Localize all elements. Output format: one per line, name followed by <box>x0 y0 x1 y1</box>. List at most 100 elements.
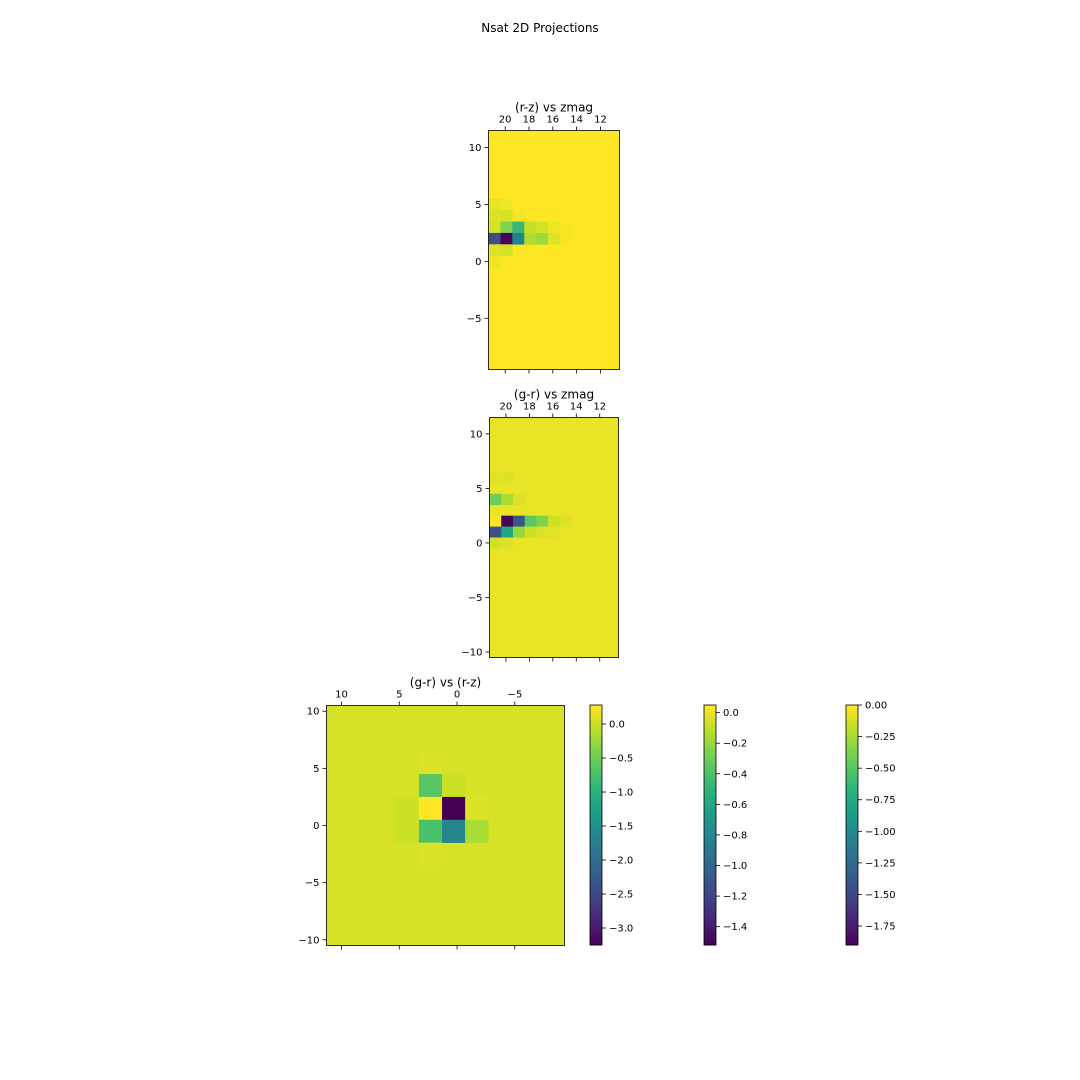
rz-zmag-colorbar-segment <box>590 905 602 910</box>
gr-rz-y-tick-label: −10 <box>298 935 319 946</box>
gr-zmag-colorbar-segment <box>704 849 716 854</box>
gr-rz-y-tick-label: 0 <box>313 821 319 832</box>
gr-rz-colorbar-segment <box>846 889 858 894</box>
gr-rz-colorbar-segment <box>846 817 858 822</box>
rz-zmag-colorbar-frame <box>589 704 603 946</box>
rz-zmag-colorbar-segment <box>590 881 602 886</box>
rz-zmag-colorbar-segment <box>590 845 602 850</box>
gr-zmag-heatmap-cell <box>489 493 502 506</box>
rz-zmag-colorbar-segment <box>590 813 602 818</box>
rz-zmag-x-tick-label: 14 <box>570 115 583 126</box>
gr-zmag-heatmap-cell <box>501 493 514 506</box>
rz-zmag-colorbar-segment <box>590 873 602 878</box>
rz-zmag-x-tick-label: 12 <box>594 115 607 126</box>
gr-rz-colorbar-segment <box>846 741 858 746</box>
rz-zmag-colorbar-segment <box>590 789 602 794</box>
gr-zmag-colorbar-tick-label: −1.0 <box>723 861 747 872</box>
gr-zmag-colorbar-tick-label: −0.6 <box>723 800 747 811</box>
gr-zmag-colorbar-segment <box>704 769 716 774</box>
gr-rz-colorbar-segment <box>846 765 858 770</box>
rz-zmag-colorbar-segment <box>590 849 602 854</box>
gr-zmag-colorbar-segment <box>704 741 716 746</box>
gr-rz-y-tick-label: 10 <box>307 707 320 718</box>
gr-rz-heatmap-cell <box>418 819 443 843</box>
rz-zmag-heatmap-cell <box>488 198 501 211</box>
gr-zmag-y-tick-label: 0 <box>476 538 482 549</box>
gr-zmag-colorbar-segment <box>704 921 716 926</box>
gr-zmag-colorbar-segment <box>704 829 716 834</box>
gr-rz-colorbar-segment <box>846 757 858 762</box>
gr-rz-colorbar-segment <box>846 721 858 726</box>
gr-rz-colorbar-segment <box>846 941 858 946</box>
gr-rz-colorbar-segment <box>846 881 858 886</box>
rz-zmag-colorbar-segment <box>590 857 602 862</box>
gr-rz-colorbar-segment <box>846 937 858 942</box>
rz-zmag-plot-frame <box>488 130 620 370</box>
gr-zmag-colorbar-tick-label: −0.4 <box>723 769 747 780</box>
rz-zmag-colorbar-segment <box>590 889 602 894</box>
gr-zmag-colorbar-segment <box>704 821 716 826</box>
gr-zmag-colorbar-segment <box>704 869 716 874</box>
gr-rz-colorbar-segment <box>846 805 858 810</box>
gr-rz-x-tick-label: 5 <box>396 690 402 701</box>
rz-zmag-x-tick-label: 20 <box>499 115 512 126</box>
gr-zmag-colorbar-segment <box>704 857 716 862</box>
gr-rz-colorbar-segment <box>846 861 858 866</box>
rz-zmag-colorbar-segment <box>590 741 602 746</box>
gr-rz-colorbar-frame <box>845 704 859 946</box>
gr-rz-colorbar-segment <box>846 785 858 790</box>
rz-zmag-colorbar-segment <box>590 825 602 830</box>
gr-rz-colorbar-segment <box>846 885 858 890</box>
gr-zmag-colorbar-segment <box>704 737 716 742</box>
gr-rz-colorbar-tick-label: −0.25 <box>865 732 896 743</box>
gr-zmag-colorbar-segment <box>704 841 716 846</box>
rz-zmag-colorbar-tick-label: −2.5 <box>609 890 633 901</box>
rz-zmag-colorbar-segment <box>590 797 602 802</box>
gr-zmag-colorbar-segment <box>704 709 716 714</box>
gr-zmag-colorbar-segment <box>704 917 716 922</box>
figure-title: Nsat 2D Projections <box>481 21 598 35</box>
gr-rz-x-tick-label: −5 <box>507 690 522 701</box>
gr-zmag-colorbar-segment <box>704 861 716 866</box>
gr-rz-colorbar-segment <box>846 829 858 834</box>
gr-zmag-colorbar-segment <box>704 793 716 798</box>
gr-zmag-colorbar-segment <box>704 797 716 802</box>
gr-zmag-colorbar-segment <box>704 753 716 758</box>
rz-zmag-heatmap-cell <box>536 221 549 234</box>
gr-rz-colorbar-segment <box>846 789 858 794</box>
rz-zmag-heatmap-cell <box>500 244 513 256</box>
rz-zmag-heatmap-cell <box>488 210 501 222</box>
rz-zmag-colorbar-segment <box>590 757 602 762</box>
gr-zmag-colorbar-segment <box>704 765 716 770</box>
gr-zmag-colorbar-segment <box>704 933 716 938</box>
rz-zmag-colorbar-segment <box>590 901 602 906</box>
gr-rz-colorbar-segment <box>846 781 858 786</box>
gr-zmag-colorbar-segment <box>704 901 716 906</box>
gr-rz-colorbar-segment <box>846 737 858 742</box>
gr-zmag-colorbar-segment <box>704 809 716 814</box>
gr-zmag-colorbar-segment <box>704 865 716 870</box>
gr-rz-colorbar-tick-label: −1.75 <box>865 922 896 933</box>
rz-zmag-colorbar-segment <box>590 921 602 926</box>
gr-rz-colorbar-segment <box>846 749 858 754</box>
gr-rz-colorbar-segment <box>846 873 858 878</box>
rz-zmag-colorbar-segment <box>590 713 602 718</box>
gr-zmag-heatmap-cell <box>548 526 561 538</box>
gr-zmag-y-tick-label: 10 <box>470 429 483 440</box>
gr-rz-colorbar-segment <box>846 797 858 802</box>
gr-rz-colorbar-tick-label: 0.00 <box>865 701 887 712</box>
rz-zmag-colorbar-tick-label: −0.5 <box>609 754 633 765</box>
gr-zmag-y-tick-label: −10 <box>461 648 482 659</box>
gr-rz-heatmap-cell <box>418 774 443 798</box>
gr-rz-heatmap-cell <box>442 774 466 798</box>
rz-zmag-colorbar-segment <box>590 909 602 914</box>
gr-zmag-colorbar-segment <box>704 757 716 762</box>
gr-rz-colorbar-segment <box>846 853 858 858</box>
gr-rz-colorbar-segment <box>846 753 858 758</box>
gr-rz-colorbar-segment <box>846 901 858 906</box>
gr-rz-colorbar-segment <box>846 917 858 922</box>
rz-zmag-colorbar-segment <box>590 817 602 822</box>
rz-zmag-colorbar-segment <box>590 861 602 866</box>
gr-rz-colorbar-segment <box>846 813 858 818</box>
gr-zmag-x-tick-label: 16 <box>546 402 559 413</box>
